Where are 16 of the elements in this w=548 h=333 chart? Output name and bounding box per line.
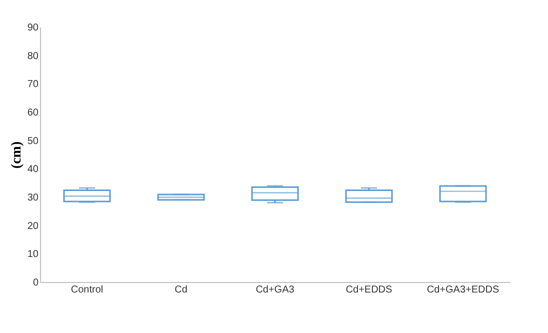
x-tick-label: Cd+EDDS — [346, 284, 393, 296]
y-tick-label: 80 — [27, 50, 39, 62]
x-tick-label: Control — [70, 284, 104, 296]
y-tick-label: 0 — [32, 278, 39, 288]
y-tick-label: 60 — [27, 108, 39, 118]
y-tick-label: 90 — [27, 22, 39, 34]
y-tick-label: 10 — [27, 249, 39, 260]
x-tick-label: Cd+GA3+EDDS — [426, 284, 500, 296]
x-tick-label: Cd — [174, 284, 188, 296]
x-tick-label: Cd+GA3 — [256, 284, 295, 296]
y-tick-label: 70 — [27, 79, 39, 90]
y-tick-label: 30 — [27, 192, 39, 204]
y-axis-title: (cm) — [9, 141, 24, 169]
y-tick-label: 40 — [27, 164, 39, 176]
y-tick-label: 20 — [27, 220, 39, 232]
y-tick-label: 50 — [27, 136, 39, 147]
